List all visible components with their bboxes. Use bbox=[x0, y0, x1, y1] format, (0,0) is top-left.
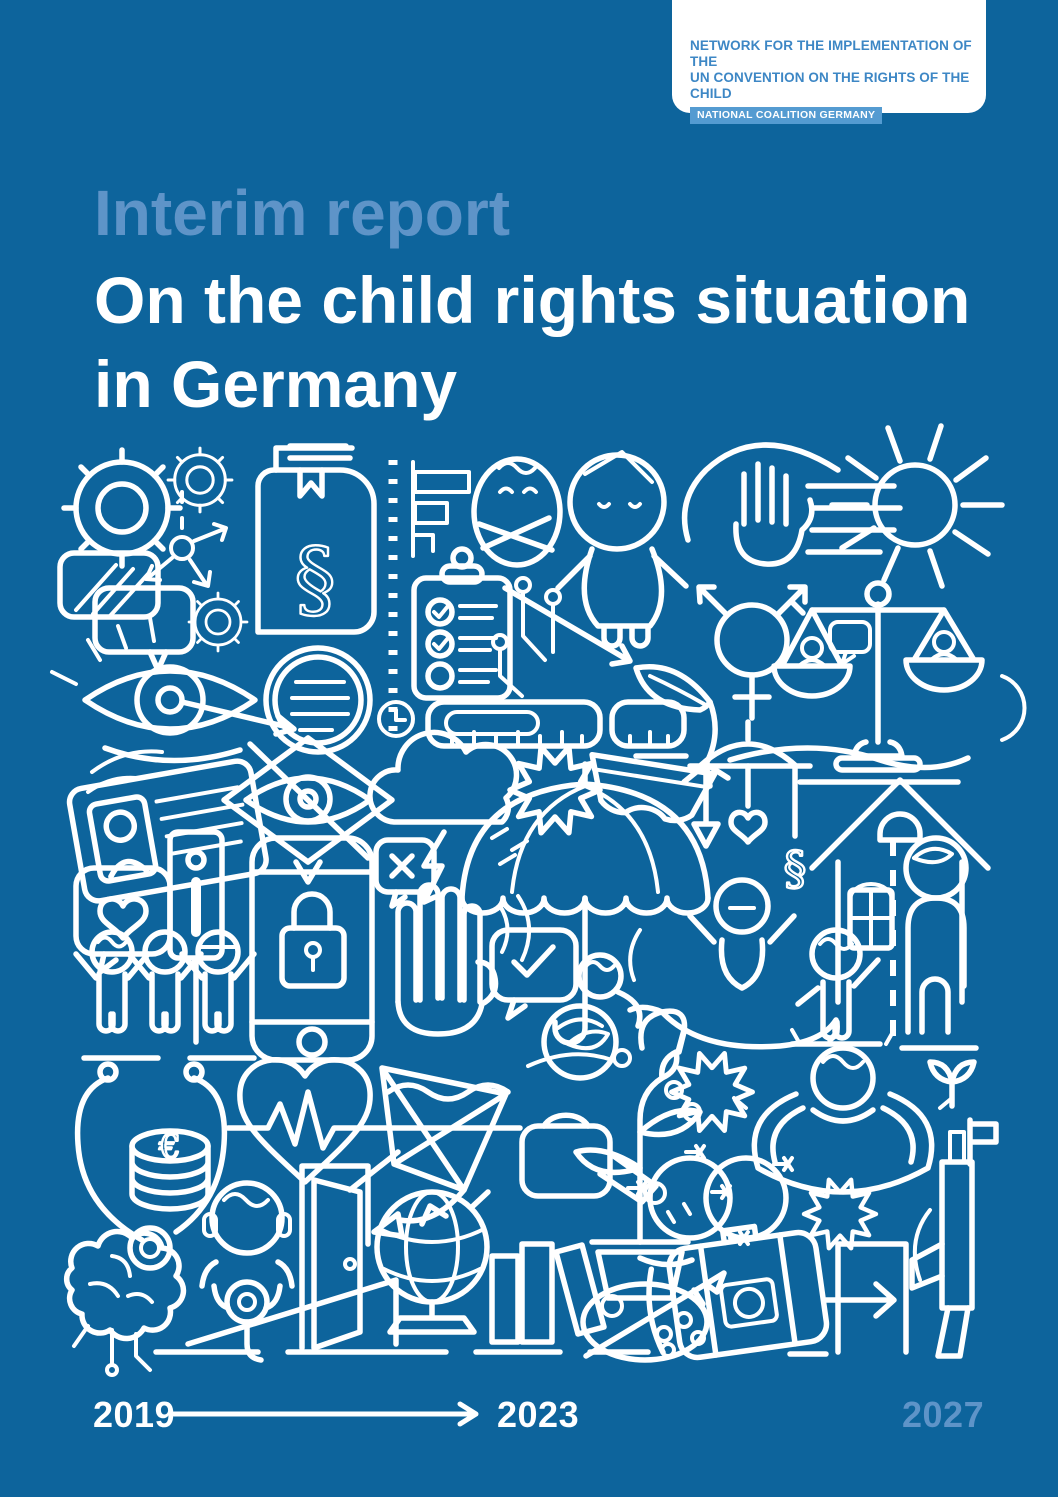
circuit-arrow-icon bbox=[491, 576, 633, 698]
censored-chat-bubbles-icon bbox=[57, 550, 196, 673]
document-lens-icon bbox=[263, 645, 373, 755]
timeline-mid-year: 2023 bbox=[497, 1394, 580, 1435]
toddler-icon bbox=[555, 450, 689, 649]
kite-icon bbox=[371, 1065, 509, 1239]
open-door-icon bbox=[299, 1163, 371, 1351]
ruler-icon bbox=[425, 699, 687, 749]
chat-check-icon bbox=[489, 927, 579, 1021]
phone-lock-icon bbox=[249, 835, 375, 1063]
no-see-eye-icon bbox=[221, 735, 395, 885]
sun-icon bbox=[829, 423, 1005, 589]
decor-arcs bbox=[86, 674, 1027, 794]
gear-large-icon bbox=[64, 450, 180, 566]
transgender-symbol-icon bbox=[696, 584, 808, 721]
timeline-arrow-icon bbox=[171, 1401, 479, 1427]
adult-person-icon bbox=[899, 835, 979, 1051]
report-title: On the child rights situation in Germany bbox=[94, 258, 970, 426]
report-kicker: Interim report bbox=[94, 177, 511, 249]
umbrella-icon bbox=[459, 761, 711, 1046]
sprig-icon bbox=[526, 1029, 632, 1068]
gear-small-icon bbox=[166, 446, 234, 514]
paragraph-sign: § bbox=[294, 530, 336, 628]
small-child-icon bbox=[789, 927, 883, 1047]
rifle-white-flag-icon bbox=[909, 1059, 999, 1359]
books-icon bbox=[489, 1241, 607, 1345]
timeline-start-year: 2019 bbox=[93, 1394, 176, 1435]
law-book-paragraph-icon: § bbox=[255, 443, 377, 635]
swaddled-baby-icon bbox=[471, 456, 563, 568]
logo-line-2: UN CONVENTION ON THE RIGHTS OF THE CHILD bbox=[690, 70, 970, 101]
bar-chart-icon bbox=[411, 460, 471, 558]
gear-small-2-icon bbox=[187, 591, 249, 653]
exit-door-icon bbox=[787, 1241, 909, 1357]
clock-icon bbox=[377, 700, 415, 738]
logo-line-1: NETWORK FOR THE IMPLEMENTATION OF THE bbox=[690, 38, 972, 69]
timeline-end-year: 2027 bbox=[902, 1394, 985, 1435]
globe-icon bbox=[374, 1189, 491, 1335]
report-title-line-2: in Germany bbox=[94, 347, 458, 421]
water-wave-icon bbox=[385, 1082, 511, 1102]
id-card-icon bbox=[66, 758, 269, 904]
logo-badge: NATIONAL COALITION GERMANY bbox=[690, 107, 883, 124]
logo-box: NETWORK FOR THE IMPLEMENTATION OF THE UN… bbox=[672, 0, 986, 124]
paint-palette-icon bbox=[580, 1270, 727, 1363]
children-group-icon bbox=[73, 929, 257, 1061]
scales-of-justice-icon bbox=[771, 580, 985, 785]
underwear-icon bbox=[589, 751, 718, 824]
heart-pulse-icon bbox=[225, 1057, 523, 1193]
baby-mobile-icon: § bbox=[687, 719, 813, 896]
euro-sign: € bbox=[158, 1127, 181, 1167]
suitcase-icon bbox=[646, 1223, 830, 1361]
eye-arrow-icon bbox=[50, 616, 297, 764]
report-title-line-1: On the child rights situation bbox=[94, 263, 971, 337]
brain-circuit-icon bbox=[63, 1228, 187, 1377]
checklist-clipboard-icon bbox=[411, 546, 513, 701]
caring-hands-icon bbox=[732, 1028, 954, 1195]
protective-hands-icon bbox=[681, 442, 903, 567]
chat-x-icon bbox=[373, 837, 437, 909]
stop-hand-icon bbox=[395, 882, 532, 1037]
paragraph-sign-mobile: § bbox=[784, 841, 807, 895]
